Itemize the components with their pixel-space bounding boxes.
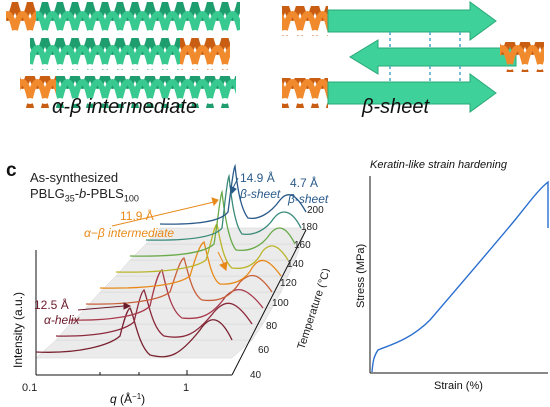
helix-arrow [77, 302, 132, 311]
secondary-structure-schematic [6, 1, 544, 113]
temp-tick: 180 [301, 222, 318, 233]
trace-200 [159, 163, 307, 225]
sheet-label-1: β-sheet [239, 187, 281, 201]
intermediate-spacing-label: 11.9 Å [120, 208, 154, 223]
waterfall-planes [35, 227, 307, 359]
temp-tick: 160 [294, 240, 311, 251]
x-tick-1: 1 [183, 382, 189, 394]
temp-tick: 200 [307, 205, 324, 216]
trace-40 [35, 307, 233, 358]
temp-tick: 100 [272, 298, 289, 309]
intermediate-caption: α-β intermediate [52, 96, 198, 118]
sample-line-2: PBLG35-b-PBLS100 [30, 186, 139, 204]
temp-tick: 140 [287, 259, 304, 270]
temperature-axis-title: Temperature (°C) [295, 267, 330, 351]
sample-line-1: As-synthesized [30, 170, 119, 185]
panel-letter: c [6, 160, 17, 181]
stress-strain-axes [369, 176, 548, 374]
helix-label: α-helix [44, 313, 81, 327]
sheet-caption: β-sheet [362, 96, 430, 118]
scattering-traces [35, 163, 307, 358]
intermediate-arrow [111, 197, 228, 271]
intermediate-helix-2 [30, 38, 230, 70]
sheet-spacing-label-1: 14.9 Å [240, 170, 275, 185]
x-axis-title: q (Å−1) [110, 391, 145, 406]
helix-spacing-label: 12.5 Å [34, 297, 69, 312]
temp-tick: 60 [258, 345, 270, 356]
sheet-label-2: β-sheet [287, 192, 329, 206]
intermediate-helix-3 [20, 76, 236, 108]
stress-strain-curve [371, 180, 549, 373]
temp-tick: 80 [266, 321, 278, 332]
trace-140 [115, 222, 289, 273]
beta-sheet-strands [282, 1, 544, 113]
trace-120 [99, 241, 282, 289]
intermediate-label: α−β intermediate [84, 226, 174, 240]
x-tick-0.1: 0.1 [22, 382, 37, 394]
trace-160 [129, 189, 296, 257]
temp-tick: 120 [280, 278, 297, 289]
intermediate-helix-1 [6, 2, 240, 34]
wide-angle-scattering-plot: 40 60 80 100 120 140 160 180 200 Tempera… [11, 163, 330, 406]
trace-180 [145, 173, 302, 241]
stress-axis-title: Stress (MPa) [355, 244, 367, 308]
y-axis-title: Intensity (a.u.) [11, 292, 25, 368]
temp-tick: 40 [250, 370, 262, 381]
strain-axis-title: Strain (%) [434, 380, 483, 392]
sheet-spacing-label-2: 4.7 Å [290, 175, 318, 190]
temperature-axis-labels: 40 60 80 100 120 140 160 180 200 [250, 205, 324, 381]
stress-strain-title: Keratin-like strain hardening [370, 159, 508, 171]
stress-strain-plot: Keratin-like strain hardening Stress (MP… [355, 159, 549, 392]
plot-axes [35, 229, 307, 376]
sheet-arrow [229, 177, 239, 194]
trace-100 [85, 257, 273, 305]
